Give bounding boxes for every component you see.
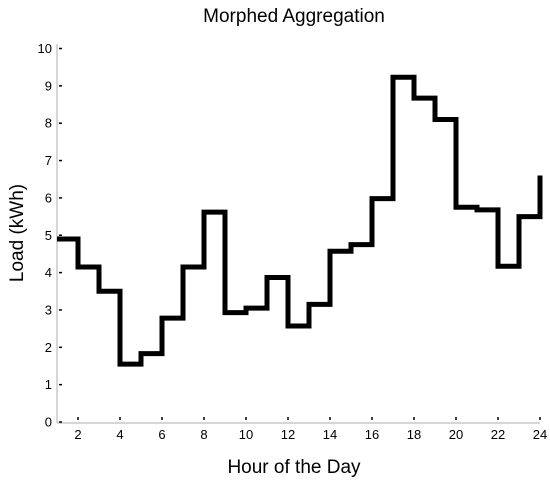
y-tick-label: 8 — [45, 116, 52, 131]
y-tick-label: 1 — [45, 377, 52, 392]
y-tick-label: 0 — [45, 415, 52, 430]
x-tick-label: 12 — [281, 427, 295, 442]
chart-title: Morphed Aggregation — [203, 6, 385, 27]
y-tick-label: 9 — [45, 78, 52, 93]
x-tick-label: 2 — [74, 427, 81, 442]
x-tick-label: 8 — [200, 427, 207, 442]
x-tick-label: 14 — [323, 427, 337, 442]
y-tick-label: 5 — [45, 228, 52, 243]
x-tick-label: 22 — [491, 427, 505, 442]
y-tick-label: 2 — [45, 340, 52, 355]
x-tick-label: 6 — [158, 427, 165, 442]
y-tick-label: 7 — [45, 153, 52, 168]
x-tick-label: 10 — [239, 427, 253, 442]
y-tick-label: 4 — [45, 265, 52, 280]
x-tick-label: 16 — [365, 427, 379, 442]
load-step-line — [57, 74, 543, 367]
x-tick-label: 20 — [449, 427, 463, 442]
x-tick-label: 4 — [116, 427, 123, 442]
y-tick-label: 10 — [38, 41, 52, 56]
y-tick-label: 6 — [45, 190, 52, 205]
x-tick-label: 18 — [407, 427, 421, 442]
y-ticks: 0 1 2 3 4 5 6 7 8 9 10 — [38, 41, 62, 430]
x-ticks: 2 4 6 8 10 12 14 16 18 20 22 24 — [74, 417, 547, 442]
y-tick-label: 3 — [45, 302, 52, 317]
x-tick-label: 24 — [533, 427, 547, 442]
x-axis-label: Hour of the Day — [227, 457, 361, 478]
y-axis-label: Load (kWh) — [7, 184, 28, 282]
